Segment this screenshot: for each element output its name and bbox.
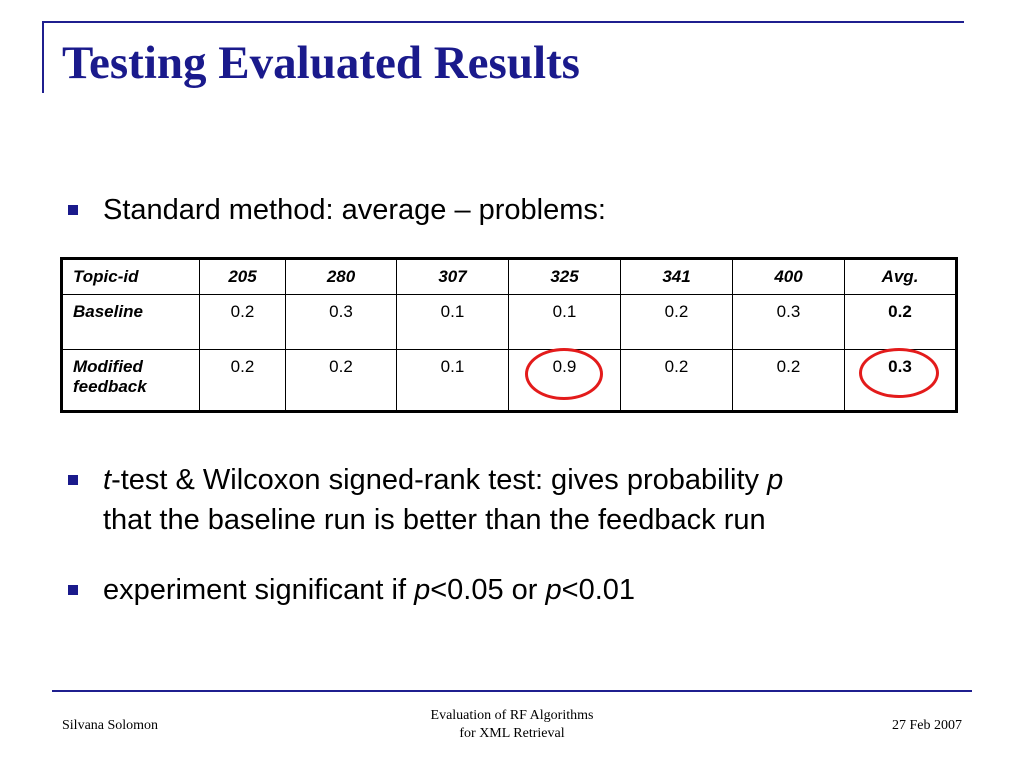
- highlighted-avg-value: 0.3: [888, 357, 912, 376]
- bullet-3-part-3: <0.01: [561, 574, 636, 606]
- bullet-text-3: experiment significant if p<0.05 or p<0.…: [103, 570, 635, 610]
- header-cell-280: 280: [285, 258, 397, 295]
- table-cell: 0.3: [732, 294, 845, 350]
- header-cell-avg: Avg.: [844, 258, 957, 295]
- bullet-marker-2: [68, 475, 78, 485]
- slide-title: Testing Evaluated Results: [62, 37, 580, 89]
- table-cell: 0.2: [199, 294, 286, 350]
- italic-t: t: [103, 464, 112, 496]
- header-cell-341: 341: [620, 258, 733, 295]
- italic-p-1: p: [414, 574, 431, 606]
- bullet-text-1: Standard method: average – problems:: [103, 194, 606, 226]
- table-row-baseline: Baseline 0.2 0.3 0.1 0.1 0.2 0.3 0.2: [61, 294, 957, 350]
- header-rule-top: [42, 21, 964, 23]
- highlighted-value: 0.9: [552, 357, 577, 376]
- header-cell-307: 307: [396, 258, 509, 295]
- table-cell: 0.2: [620, 349, 733, 412]
- table-row-modified-feedback: Modified feedback 0.2 0.2 0.1 0.9 0.2 0.…: [61, 348, 957, 412]
- results-table: Topic-id 205 280 307 325 341 400 Avg. Ba…: [60, 257, 958, 413]
- table-cell: 0.3: [285, 294, 397, 350]
- table-header-row: Topic-id 205 280 307 325 341 400 Avg.: [61, 258, 957, 295]
- table-cell: 0.1: [396, 294, 509, 350]
- bullet-3-part-2: <0.05 or: [430, 574, 546, 606]
- header-rule-left: [42, 21, 44, 93]
- footer-date: 27 Feb 2007: [892, 718, 962, 733]
- row-label-line-1: Modified: [73, 357, 143, 376]
- italic-p: p: [767, 464, 784, 496]
- table-cell: 0.1: [508, 294, 621, 350]
- italic-p-2: p: [545, 574, 562, 606]
- table-cell: 0.2: [620, 294, 733, 350]
- table-cell-avg-feedback: 0.3: [844, 348, 957, 412]
- row-label-baseline: Baseline: [61, 294, 200, 350]
- footer-title-line-2: for XML Retrieval: [459, 726, 565, 741]
- table-cell: 0.2: [199, 349, 286, 412]
- table-cell: 0.1: [396, 349, 509, 412]
- footer-rule: [52, 690, 972, 692]
- header-cell-325: 325: [508, 258, 621, 295]
- bullet-2-part-1: -test & Wilcoxon signed-rank test: gives…: [111, 464, 768, 496]
- footer-title-line-1: Evaluation of RF Algorithms: [430, 708, 594, 723]
- bullet-2-line-2: that the baseline run is better than the…: [103, 504, 766, 536]
- bullet-marker-3: [68, 585, 78, 595]
- bullet-marker-1: [68, 205, 78, 215]
- footer-title: Evaluation of RF Algorithms for XML Retr…: [362, 707, 662, 743]
- bullet-text-2: t-test & Wilcoxon signed-rank test: give…: [103, 460, 783, 540]
- table-cell: 0.2: [732, 349, 845, 412]
- header-cell-400: 400: [732, 258, 845, 295]
- table-cell: 0.2: [285, 349, 397, 412]
- header-cell-205: 205: [199, 258, 286, 295]
- table-cell-avg-baseline: 0.2: [844, 294, 957, 350]
- header-cell-topic-id: Topic-id: [61, 258, 200, 295]
- footer-author: Silvana Solomon: [62, 718, 159, 733]
- row-label-line-2: feedback: [73, 377, 147, 396]
- row-label-modified-feedback: Modified feedback: [61, 349, 200, 412]
- bullet-3-part-1: experiment significant if: [103, 574, 415, 606]
- table-cell-highlighted: 0.9: [508, 348, 621, 412]
